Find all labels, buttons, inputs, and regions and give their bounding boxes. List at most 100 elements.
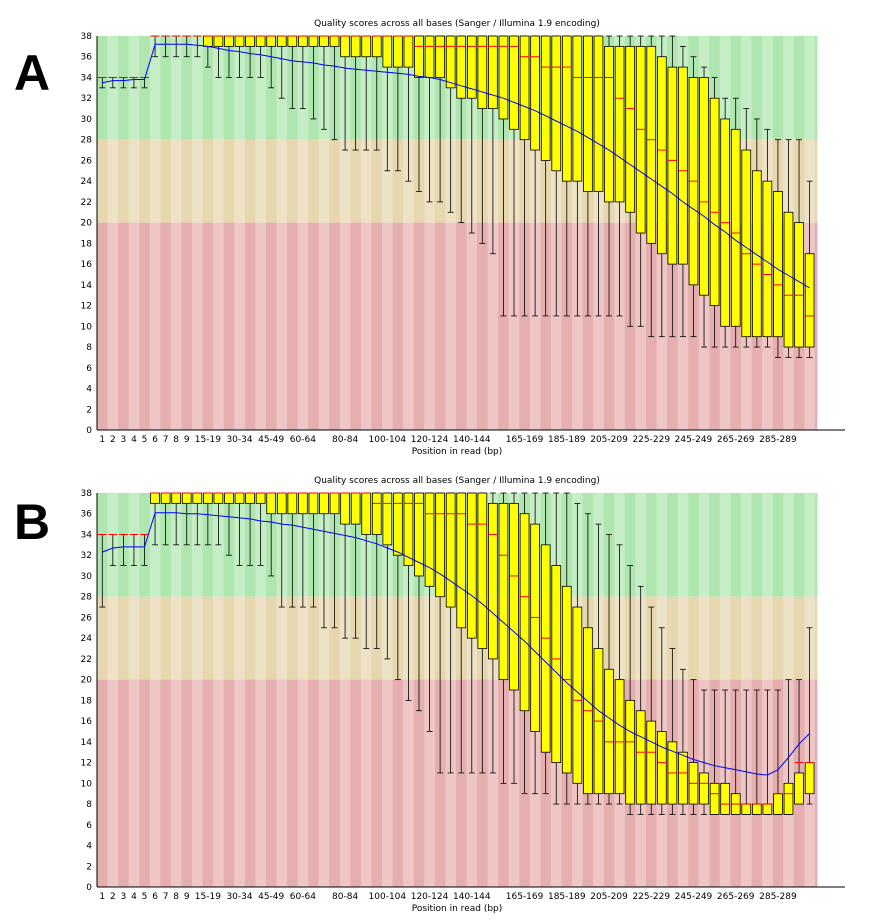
iqr-box [224, 35, 234, 47]
band-red-stripe [308, 679, 320, 887]
x-tick-label: 80-84 [332, 892, 358, 902]
x-tick-label: 15-19 [195, 435, 221, 445]
band-orange-stripe [255, 139, 267, 223]
band-green-stripe [223, 36, 235, 140]
iqr-box [477, 492, 488, 649]
y-tick-label: 0 [86, 426, 92, 436]
band-orange-stripe [181, 139, 193, 223]
band-green-stripe [688, 493, 700, 597]
iqr-box [498, 35, 509, 120]
iqr-box [794, 772, 804, 805]
y-tick-label: 22 [81, 655, 92, 665]
y-tick-label: 20 [81, 219, 93, 229]
y-tick-label: 24 [81, 177, 93, 187]
band-red-stripe [561, 222, 573, 430]
band-orange-stripe [709, 596, 721, 680]
band-red-stripe [244, 222, 256, 430]
iqr-box [604, 668, 614, 795]
band-orange-stripe [329, 139, 341, 223]
band-orange-stripe [170, 139, 182, 223]
band-orange-stripe [360, 139, 372, 223]
band-red-stripe [540, 222, 552, 430]
y-tick-label: 8 [86, 343, 92, 353]
band-red-stripe [339, 679, 351, 887]
x-tick-label: 3 [121, 892, 127, 902]
iqr-box [773, 793, 783, 815]
band-green-stripe [814, 493, 818, 597]
band-red-stripe [339, 222, 351, 430]
iqr-box [783, 211, 794, 348]
x-tick-label: 225-229 [632, 892, 670, 902]
x-tick-label: 8 [173, 435, 179, 445]
band-red-stripe [371, 679, 383, 887]
iqr-box [150, 492, 160, 504]
band-red-stripe [318, 679, 330, 887]
x-axis-label: Position in read (bp) [412, 447, 503, 457]
band-green-stripe [635, 493, 647, 597]
band-orange-stripe [107, 596, 119, 680]
band-red-stripe [329, 222, 341, 430]
iqr-box [371, 35, 382, 58]
y-tick-label: 16 [81, 717, 93, 727]
iqr-box [804, 762, 815, 795]
x-tick-label: 7 [163, 892, 169, 902]
band-orange-stripe [740, 596, 752, 680]
x-tick-label: 100-104 [369, 435, 407, 445]
band-red-stripe [308, 222, 320, 430]
band-red-stripe [118, 679, 130, 887]
x-tick-label: 140-144 [453, 435, 491, 445]
iqr-box [234, 492, 245, 504]
iqr-box [181, 492, 192, 504]
band-green-stripe [772, 36, 784, 140]
x-tick-label: 2 [110, 892, 116, 902]
x-tick-label: 30-34 [226, 435, 252, 445]
x-tick-label: 7 [163, 435, 169, 445]
x-tick-label: 1 [99, 435, 105, 445]
band-orange-stripe [751, 596, 763, 680]
y-tick-label: 32 [81, 94, 92, 104]
band-red-stripe [139, 222, 151, 430]
chart-title: Quality scores across all bases (Sanger … [314, 19, 600, 29]
band-orange-stripe [202, 596, 214, 680]
band-green-stripe [772, 493, 784, 597]
band-green-stripe [645, 493, 657, 597]
band-red-stripe [160, 679, 172, 887]
iqr-box [741, 149, 752, 338]
iqr-box [751, 170, 762, 338]
y-tick-label: 6 [86, 364, 92, 374]
band-red-stripe [97, 679, 108, 887]
x-tick-label: 5 [142, 435, 148, 445]
band-red-stripe [265, 679, 277, 887]
y-tick-label: 2 [86, 862, 92, 872]
iqr-box [382, 35, 393, 68]
band-orange-stripe [128, 596, 140, 680]
iqr-box [329, 35, 340, 47]
iqr-box [773, 191, 783, 338]
iqr-box [614, 45, 625, 203]
iqr-box [540, 35, 551, 161]
band-red-stripe [244, 679, 256, 887]
iqr-box [656, 56, 667, 255]
iqr-box [308, 35, 319, 47]
band-green-stripe [804, 36, 816, 140]
iqr-box [298, 35, 308, 47]
iqr-box [741, 803, 752, 815]
x-tick-label: 30-34 [226, 892, 252, 902]
band-orange-stripe [139, 139, 151, 223]
x-tick-label: 265-269 [717, 892, 755, 902]
x-tick-label: 185-189 [548, 892, 586, 902]
band-green-stripe [740, 36, 752, 140]
iqr-box [298, 492, 308, 515]
x-tick-label: 4 [131, 435, 137, 445]
band-red-stripe [498, 222, 510, 430]
band-orange-stripe [814, 596, 818, 680]
y-tick-label: 28 [81, 136, 93, 146]
band-red-stripe [814, 679, 818, 887]
quality-boxplot-b: Quality scores across all bases (Sanger … [81, 476, 845, 914]
iqr-box [699, 772, 709, 805]
y-tick-label: 36 [81, 510, 93, 520]
band-red-stripe [477, 222, 489, 430]
x-tick-label: 140-144 [453, 892, 491, 902]
band-red-stripe [265, 222, 277, 430]
x-tick-label: 15-19 [195, 892, 221, 902]
